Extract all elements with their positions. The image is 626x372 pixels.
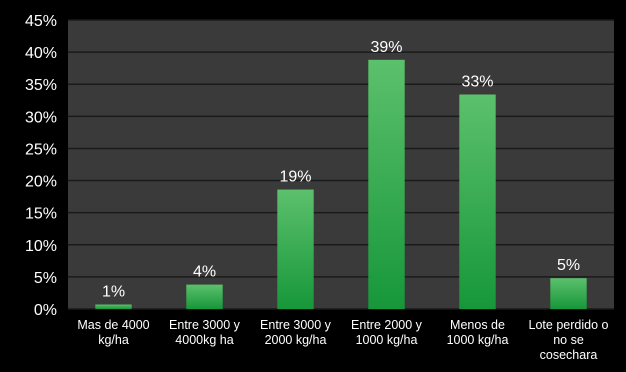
x-tick-label: kg/ha — [98, 333, 129, 347]
y-tick-label: 5% — [34, 270, 57, 287]
x-tick-label: 2000 kg/ha — [265, 333, 327, 347]
bars — [95, 59, 587, 310]
y-tick-label: 35% — [25, 77, 57, 94]
y-tick-label: 10% — [25, 238, 57, 255]
bar — [368, 59, 405, 309]
y-tick-label: 0% — [34, 302, 57, 319]
x-tick-label: Entre 2000 y — [351, 318, 423, 332]
x-tick-label: Entre 3000 y — [169, 318, 241, 332]
bar — [186, 284, 223, 309]
x-tick-label: Menos de — [450, 318, 505, 332]
x-tick-label: Mas de 4000 — [77, 318, 149, 332]
data-label: 39% — [370, 39, 402, 56]
bar — [277, 189, 314, 309]
bar — [459, 94, 496, 310]
x-tick-label: 4000kg ha — [175, 333, 233, 347]
data-label: 4% — [193, 264, 216, 281]
x-tick-label: 1000 kg/ha — [356, 333, 418, 347]
y-tick-label: 40% — [25, 45, 57, 62]
y-tick-label: 25% — [25, 141, 57, 158]
x-tick-label: Lote perdido o — [529, 318, 609, 332]
y-tick-label: 20% — [25, 174, 57, 191]
data-labels: 1% 4% 19% 39% 33% 5% — [102, 39, 580, 301]
gridlines — [68, 19, 614, 310]
x-tick-label: 1000 kg/ha — [447, 333, 509, 347]
y-tick-label: 45% — [25, 13, 57, 30]
data-label: 33% — [461, 73, 493, 90]
y-tick-label: 15% — [25, 206, 57, 223]
x-tick-label: no se — [553, 333, 584, 347]
y-tick-label: 30% — [25, 109, 57, 126]
data-label: 5% — [557, 257, 580, 274]
data-label: 19% — [279, 169, 311, 186]
x-tick-label: Entre 3000 y — [260, 318, 332, 332]
x-tick-label: cosechara — [540, 348, 598, 362]
bar — [550, 278, 587, 309]
y-axis-ticks: 0% 5% 10% 15% 20% 25% 30% 35% 40% 45% — [25, 13, 57, 319]
data-label: 1% — [102, 284, 125, 301]
bar — [95, 304, 132, 309]
plot-area — [68, 20, 614, 309]
